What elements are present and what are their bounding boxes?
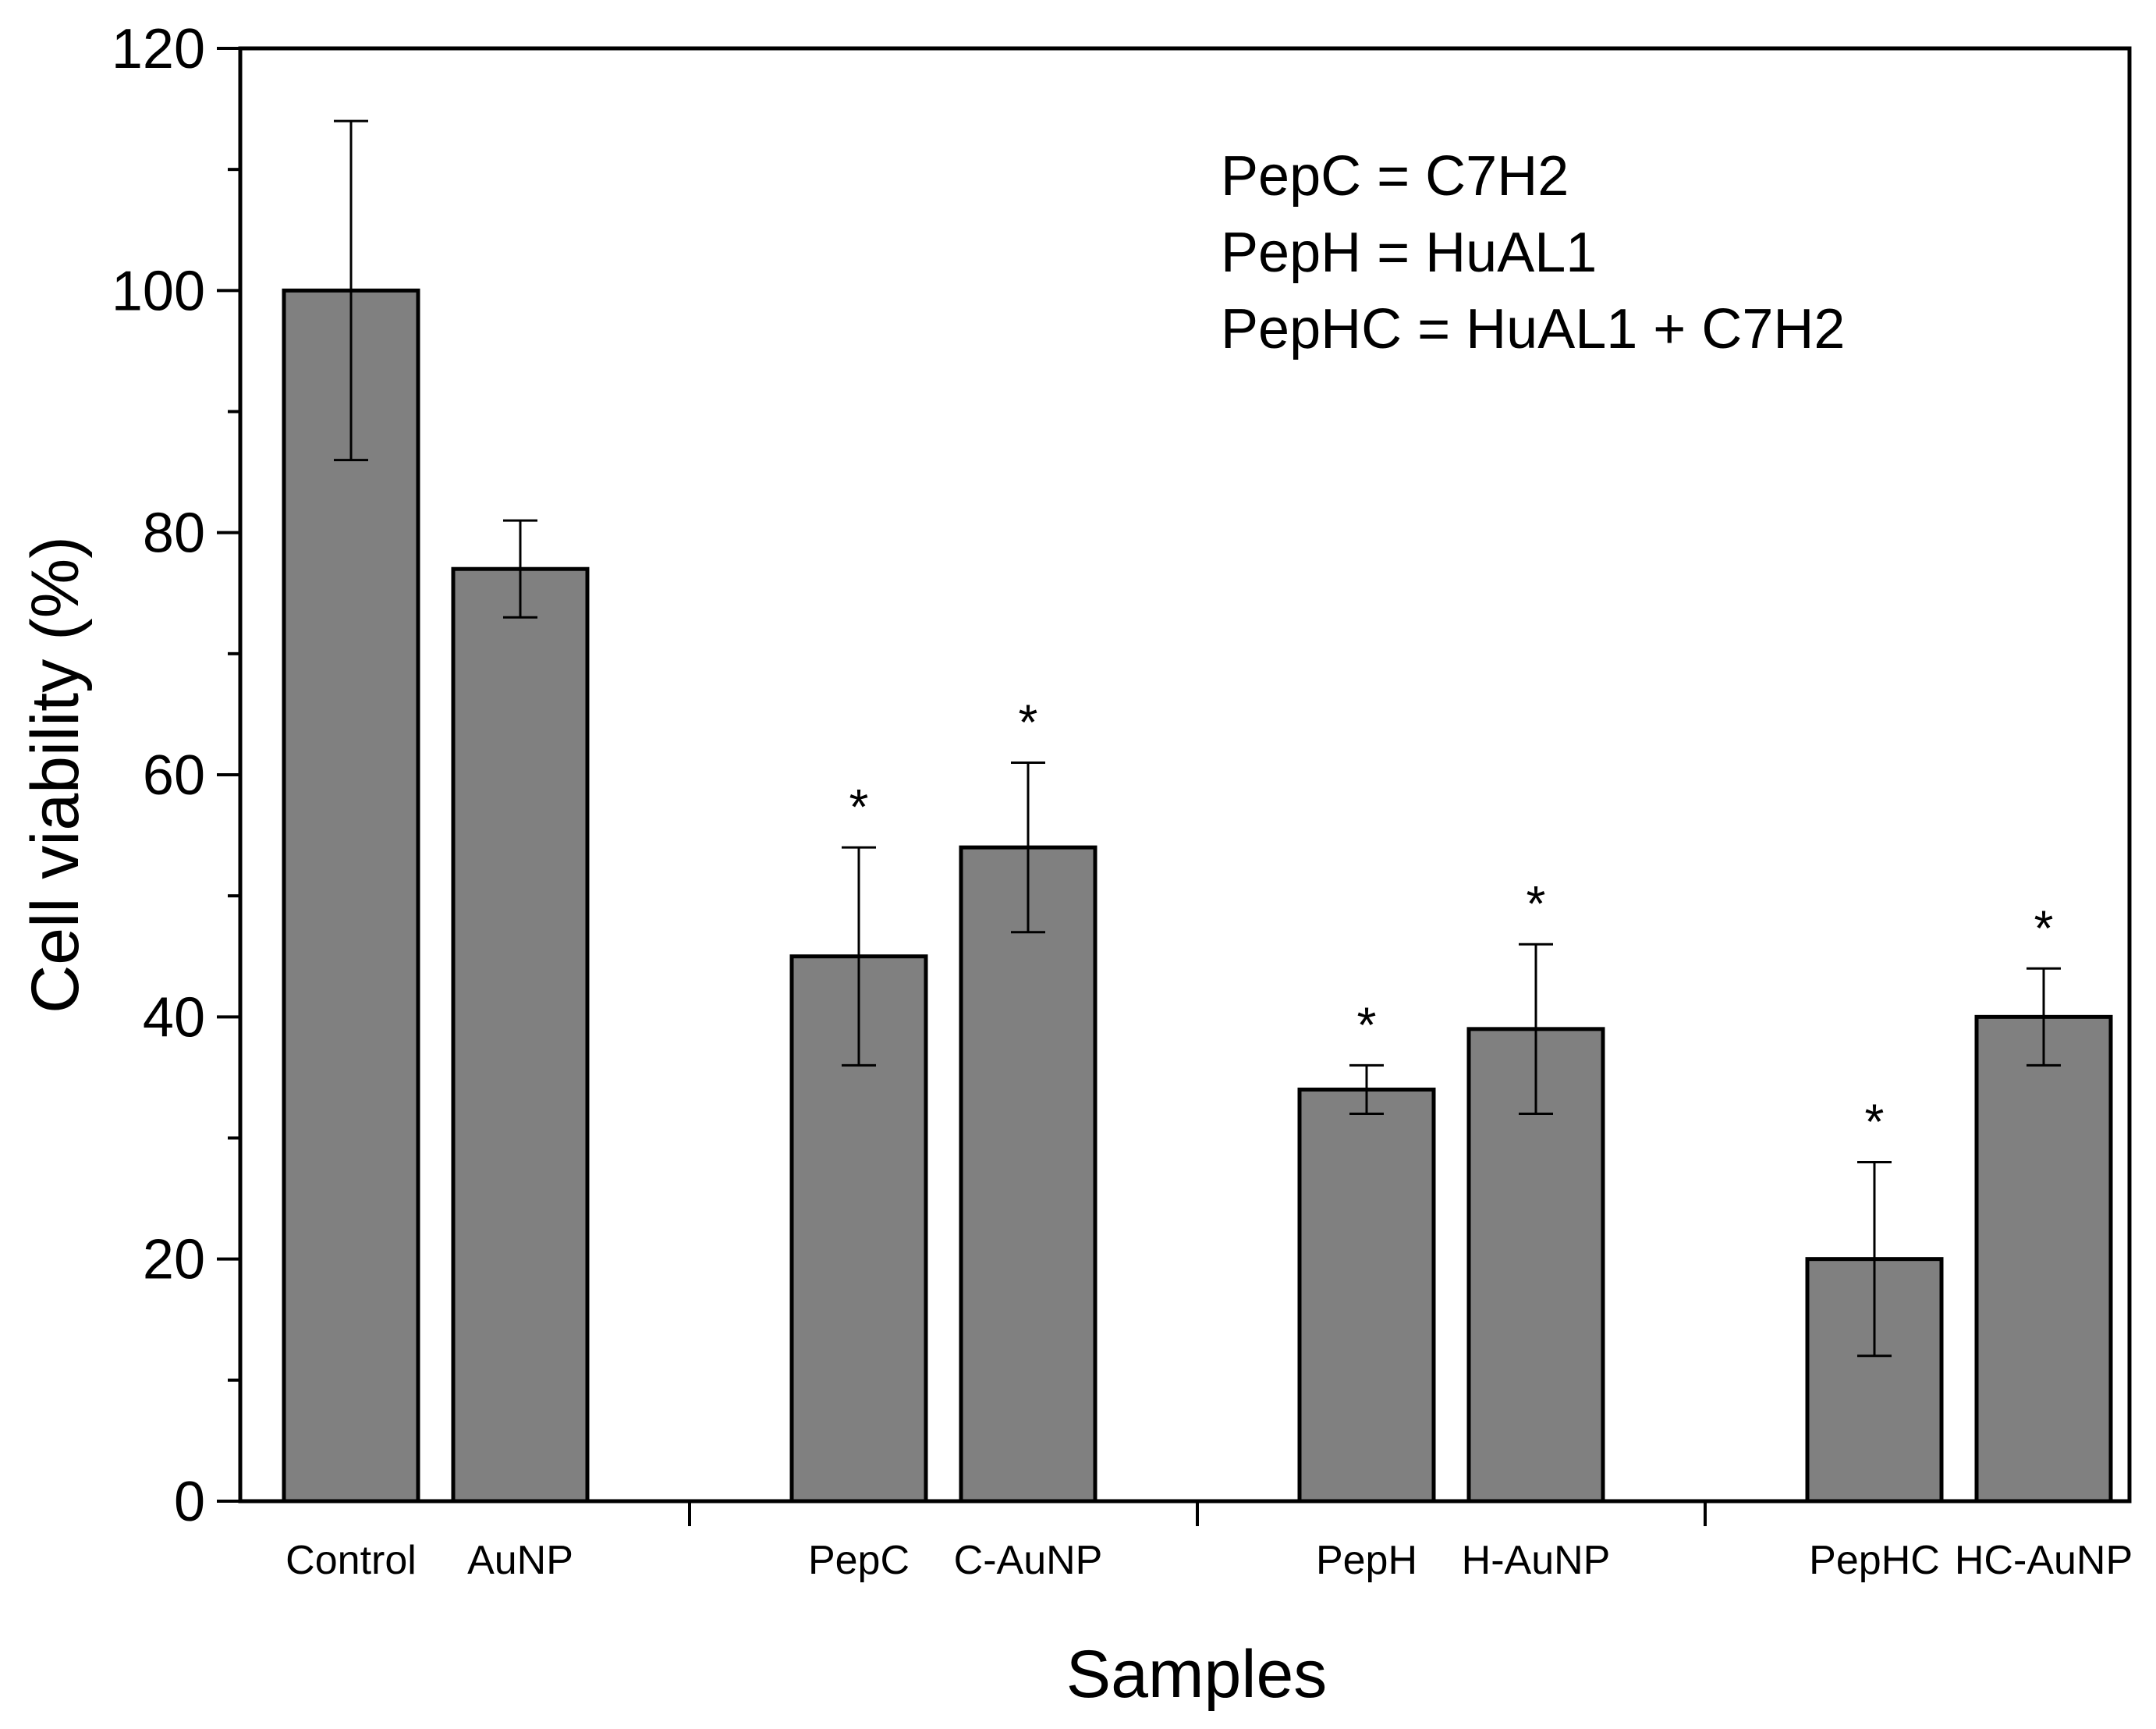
x-tick-label-pephc: PepHC [1809,1538,1940,1583]
bar-hc-aunp [1974,1014,2113,1504]
x-axis-title: Samples [1066,1637,1328,1712]
bar-peph [1297,1087,1436,1504]
significance-star: * [1019,694,1038,750]
y-tick-label: 80 [143,502,205,565]
y-tick-label: 100 [112,260,205,322]
y-tick-label: 60 [143,744,205,807]
bar-control [282,288,420,1504]
x-tick-label-aunp: AuNP [467,1538,573,1583]
y-tick-label: 40 [143,986,205,1049]
x-tick-label-pepc: PepC [808,1538,910,1583]
legend-line-1: PepC = C7H2 [1221,145,1569,208]
bar-c-aunp [959,845,1098,1504]
significance-star: * [849,779,869,835]
y-axis-title: Cell viability (%) [18,536,93,1014]
significance-star: * [1357,996,1377,1053]
x-tick-label-peph: PepH [1316,1538,1417,1583]
y-tick-label: 120 [112,18,205,80]
y-tick-label: 20 [143,1229,205,1291]
legend: PepC = C7H2 PepH = HuAL1 PepHC = HuAL1 +… [1221,145,1845,360]
bar-pepc [789,954,928,1504]
significance-star: * [2034,900,2054,956]
significance-markers: * * * * * * [849,694,2054,1149]
legend-line-3: PepHC = HuAL1 + C7H2 [1221,298,1845,360]
bars-group [282,288,2113,1504]
error-bars-group [334,119,2061,1358]
x-tick-label-c-aunp: C-AuNP [954,1538,1103,1583]
x-tick-label-control: Control [285,1538,417,1583]
x-tick-label-h-aunp: H-AuNP [1462,1538,1611,1583]
x-tick-label-hc-aunp: HC-AuNP [1955,1538,2133,1583]
bar-aunp [451,566,590,1504]
y-axis: 0 20 40 60 80 100 120 [112,18,240,1533]
significance-star: * [1527,875,1546,932]
legend-line-2: PepH = HuAL1 [1221,222,1597,284]
x-axis: Control AuNP PepC C-AuNP PepH H-AuNP PepHC HC-A… [285,1501,2133,1583]
y-tick-label: 0 [174,1471,205,1533]
significance-star: * [1865,1094,1885,1150]
